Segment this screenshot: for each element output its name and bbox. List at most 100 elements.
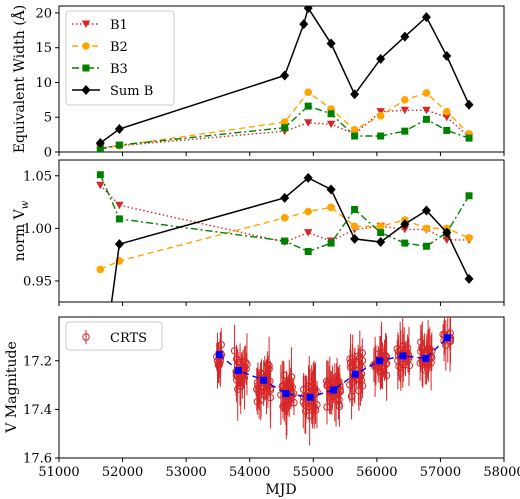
series-point — [442, 107, 451, 116]
series-layer — [213, 317, 455, 446]
series-point — [280, 192, 290, 203]
crts-point — [376, 368, 385, 376]
series-point — [303, 6, 313, 14]
series-point — [350, 222, 359, 231]
series-point — [304, 88, 313, 97]
series-point — [327, 203, 335, 212]
series-point — [377, 132, 385, 140]
legend-marker — [81, 85, 91, 95]
series-point — [401, 239, 409, 247]
series-point — [96, 171, 104, 179]
series-point — [280, 70, 290, 81]
series-point — [330, 386, 338, 394]
series-point — [326, 120, 336, 129]
series-point — [96, 381, 105, 391]
series-point — [306, 393, 314, 401]
y-ticks: 17.2 17.4 17.6 — [23, 354, 59, 467]
y-ticks: 0.95 1.00 1.05 — [23, 169, 59, 289]
series-point — [422, 354, 430, 362]
series-point — [115, 141, 123, 149]
y-tick-label: 17.2 — [23, 354, 52, 369]
crts-point — [253, 397, 262, 406]
series-point — [376, 53, 386, 64]
x-tick-label: 58000 — [483, 465, 520, 480]
plot-frame — [58, 159, 505, 303]
plot-frame — [58, 5, 505, 153]
crts-point — [283, 401, 291, 410]
series-point — [327, 239, 335, 247]
series-point — [304, 207, 313, 216]
series-point — [115, 215, 123, 223]
crts-point — [230, 347, 239, 355]
series-point — [115, 201, 124, 210]
norm-vw-panel: 0.95 1.00 1.05 norm Vw — [12, 159, 505, 391]
series-point — [442, 227, 452, 238]
crts-point — [311, 406, 320, 414]
x-tick-label: 55000 — [293, 465, 334, 480]
x-ticks — [58, 152, 505, 156]
legend-marker — [82, 64, 90, 72]
series-point — [234, 366, 242, 374]
y-ticks: 0 5 10 15 20 — [35, 6, 59, 161]
series-point — [400, 225, 410, 234]
series-point — [376, 222, 385, 231]
series-point — [422, 115, 430, 123]
crts-point — [243, 360, 251, 368]
series-point — [304, 229, 313, 237]
crts-point — [264, 382, 272, 390]
series-point — [351, 205, 359, 213]
series-point — [280, 214, 289, 222]
series-clip-group — [95, 6, 474, 152]
crts-point — [354, 352, 362, 361]
series-line — [218, 337, 448, 398]
series-point — [465, 234, 473, 242]
series-point — [350, 125, 359, 134]
crts-point — [287, 373, 296, 381]
series-point — [422, 242, 430, 250]
series-point — [280, 118, 289, 126]
plot-frame — [58, 316, 505, 459]
crts-point — [236, 378, 245, 386]
y-axis-label-group: norm Vw — [12, 200, 31, 261]
series-point — [376, 112, 385, 120]
legend: CRTS — [65, 321, 163, 351]
series-point — [401, 127, 409, 135]
series-point — [114, 124, 124, 135]
legend-marker — [81, 20, 91, 28]
y-tick-label: 17.4 — [23, 403, 52, 418]
y-tick-label: 0.95 — [23, 274, 52, 289]
x-tick-label: 57000 — [420, 465, 461, 480]
y-tick-label: 5 — [44, 111, 52, 126]
series-point — [303, 172, 313, 183]
crts-point — [313, 401, 321, 409]
equivalent-width-panel: 0 5 10 15 20 Equivalent Width (Å) B1 B2 B3 Sum … — [10, 5, 505, 161]
x-tick-label: 53000 — [165, 465, 206, 480]
legend-marker — [82, 42, 90, 50]
y-tick-label: 20 — [35, 6, 52, 21]
x-tick-label: 51000 — [38, 465, 79, 480]
series-point — [96, 265, 105, 274]
series-point — [464, 99, 474, 110]
series-point — [304, 119, 313, 127]
y-tick-label: 17.6 — [23, 452, 52, 467]
series-line — [99, 6, 470, 144]
series-clip-group — [96, 171, 474, 391]
crts-point — [358, 356, 367, 365]
series-point — [351, 370, 359, 378]
series-point — [422, 224, 431, 233]
series-point — [442, 113, 451, 122]
series-line — [110, 176, 470, 302]
crts-point — [349, 360, 357, 368]
y-tick-label: 10 — [35, 76, 52, 91]
series-point — [350, 89, 360, 100]
x-tick-label: 54000 — [229, 465, 270, 480]
legend-frame — [65, 321, 163, 351]
series-point — [327, 110, 335, 118]
y-axis-label: norm Vw — [12, 200, 31, 261]
series-point — [299, 19, 309, 30]
series-point — [282, 390, 290, 398]
y-tick-label: 15 — [35, 41, 52, 56]
x-axis-label: MJD — [265, 482, 296, 498]
legend-items: CRTS — [82, 330, 147, 346]
series-point — [96, 181, 105, 190]
